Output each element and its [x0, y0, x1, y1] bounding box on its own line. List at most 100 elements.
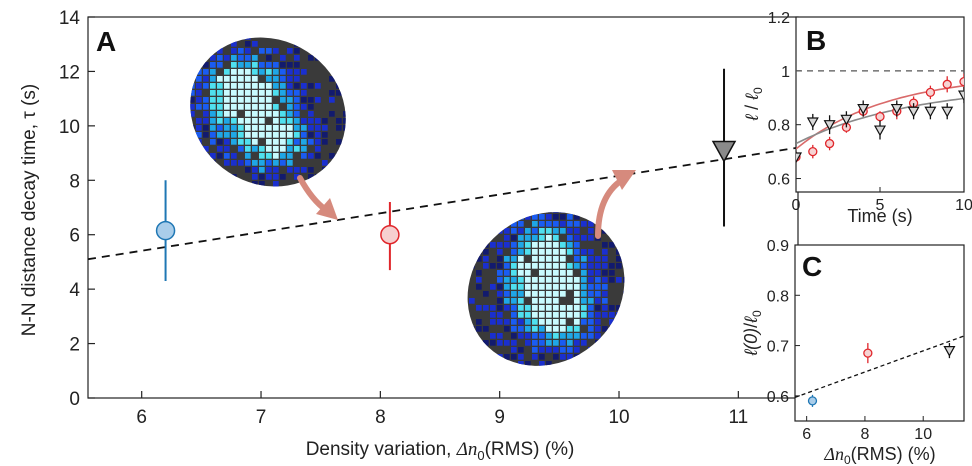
pixel: [511, 235, 517, 241]
data-point: [942, 79, 952, 89]
panel-a-x-axis-label: Density variation, Δn0(RMS) (%): [306, 439, 575, 463]
pixel: [602, 249, 608, 255]
pixel: [539, 263, 545, 269]
pixel: [308, 104, 314, 110]
pixel: [546, 340, 552, 346]
pixel: [609, 277, 615, 283]
data-point: [155, 220, 176, 241]
pixel: [266, 160, 272, 166]
pixel: [518, 242, 524, 248]
pixel: [224, 125, 230, 131]
pixel: [525, 319, 531, 325]
data-point: [806, 117, 819, 129]
pixel: [532, 228, 538, 234]
y-tick-label: 0.6: [767, 389, 789, 406]
pixel: [280, 111, 286, 117]
pixel: [525, 361, 531, 367]
pixel: [252, 90, 258, 96]
pixel: [518, 319, 524, 325]
pixel: [560, 347, 566, 353]
pixel: [245, 62, 251, 68]
pixel: [553, 242, 559, 248]
pixel: [483, 340, 489, 346]
pixel: [588, 319, 594, 325]
pixel: [560, 242, 566, 248]
pixel: [539, 242, 545, 248]
data-point: [943, 346, 956, 357]
pixel: [245, 132, 251, 138]
arrow-inset1-to-red: [297, 175, 338, 220]
panel-a-y-axis-label: N-N distance decay time, τ (s): [19, 84, 40, 336]
pixel: [322, 118, 328, 124]
pixel: [266, 132, 272, 138]
pixel: [539, 340, 545, 346]
x-tick-label: 0: [792, 197, 801, 214]
pixel: [266, 146, 272, 152]
x-tick-label: 6: [136, 407, 147, 428]
pixel: [231, 69, 237, 75]
x-tick-label: 6: [802, 426, 811, 443]
x-tick-label: 7: [256, 407, 267, 428]
pixel: [294, 118, 300, 124]
pixel: [280, 76, 286, 82]
pixel: [483, 305, 489, 311]
pixel: [546, 249, 552, 255]
pixel: [539, 256, 545, 262]
pixel: [567, 242, 573, 248]
pixel: [532, 347, 538, 353]
pixel: [518, 270, 524, 276]
pixel: [574, 228, 580, 234]
panel-b-points: [796, 73, 964, 164]
pixel: [532, 333, 538, 339]
pixel: [259, 48, 265, 54]
pixel: [287, 62, 293, 68]
pixel: [210, 97, 216, 103]
panel-b-ticks: 0 5 10 0.6 0.8 1 1.2: [768, 10, 972, 214]
pixel: [588, 221, 594, 227]
pixel: [294, 69, 300, 75]
panel-label-b: B: [806, 25, 826, 56]
pixel: [308, 125, 314, 131]
pixel: [602, 263, 608, 269]
data-point: [924, 106, 937, 118]
pixel: [595, 291, 601, 297]
y-tick-label: 1: [781, 64, 790, 81]
pixel: [483, 263, 489, 269]
pixel: [294, 146, 300, 152]
pixel: [273, 174, 279, 180]
pixel: [203, 132, 209, 138]
pixel: [574, 298, 580, 304]
pixel: [595, 284, 601, 290]
pixel: [539, 277, 545, 283]
pixel: [588, 312, 594, 318]
pixel: [217, 76, 223, 82]
pixel: [301, 118, 307, 124]
pixel: [294, 90, 300, 96]
pixel: [497, 284, 503, 290]
pixel: [287, 160, 293, 166]
pixel: [567, 270, 573, 276]
pixel: [196, 69, 202, 75]
pixel: [294, 167, 300, 173]
panel-a-points: [155, 68, 737, 281]
pixel: [266, 111, 272, 117]
pixel: [245, 139, 251, 145]
pixel: [217, 83, 223, 89]
pixel: [574, 305, 580, 311]
pixel: [525, 312, 531, 318]
pixel: [518, 249, 524, 255]
panel-a-ticks: 6 7 8 9 10 11 0 2 4 6 8 10 12 14: [59, 8, 748, 428]
pixel: [308, 153, 314, 159]
pixel: [595, 263, 601, 269]
pixel: [504, 291, 510, 297]
pixel: [217, 48, 223, 54]
pixel: [245, 90, 251, 96]
pixel: [280, 55, 286, 61]
pixel: [231, 83, 237, 89]
pixel: [609, 242, 615, 248]
pixel: [546, 312, 552, 318]
pixel: [567, 312, 573, 318]
pixel: [560, 284, 566, 290]
pixel: [595, 312, 601, 318]
